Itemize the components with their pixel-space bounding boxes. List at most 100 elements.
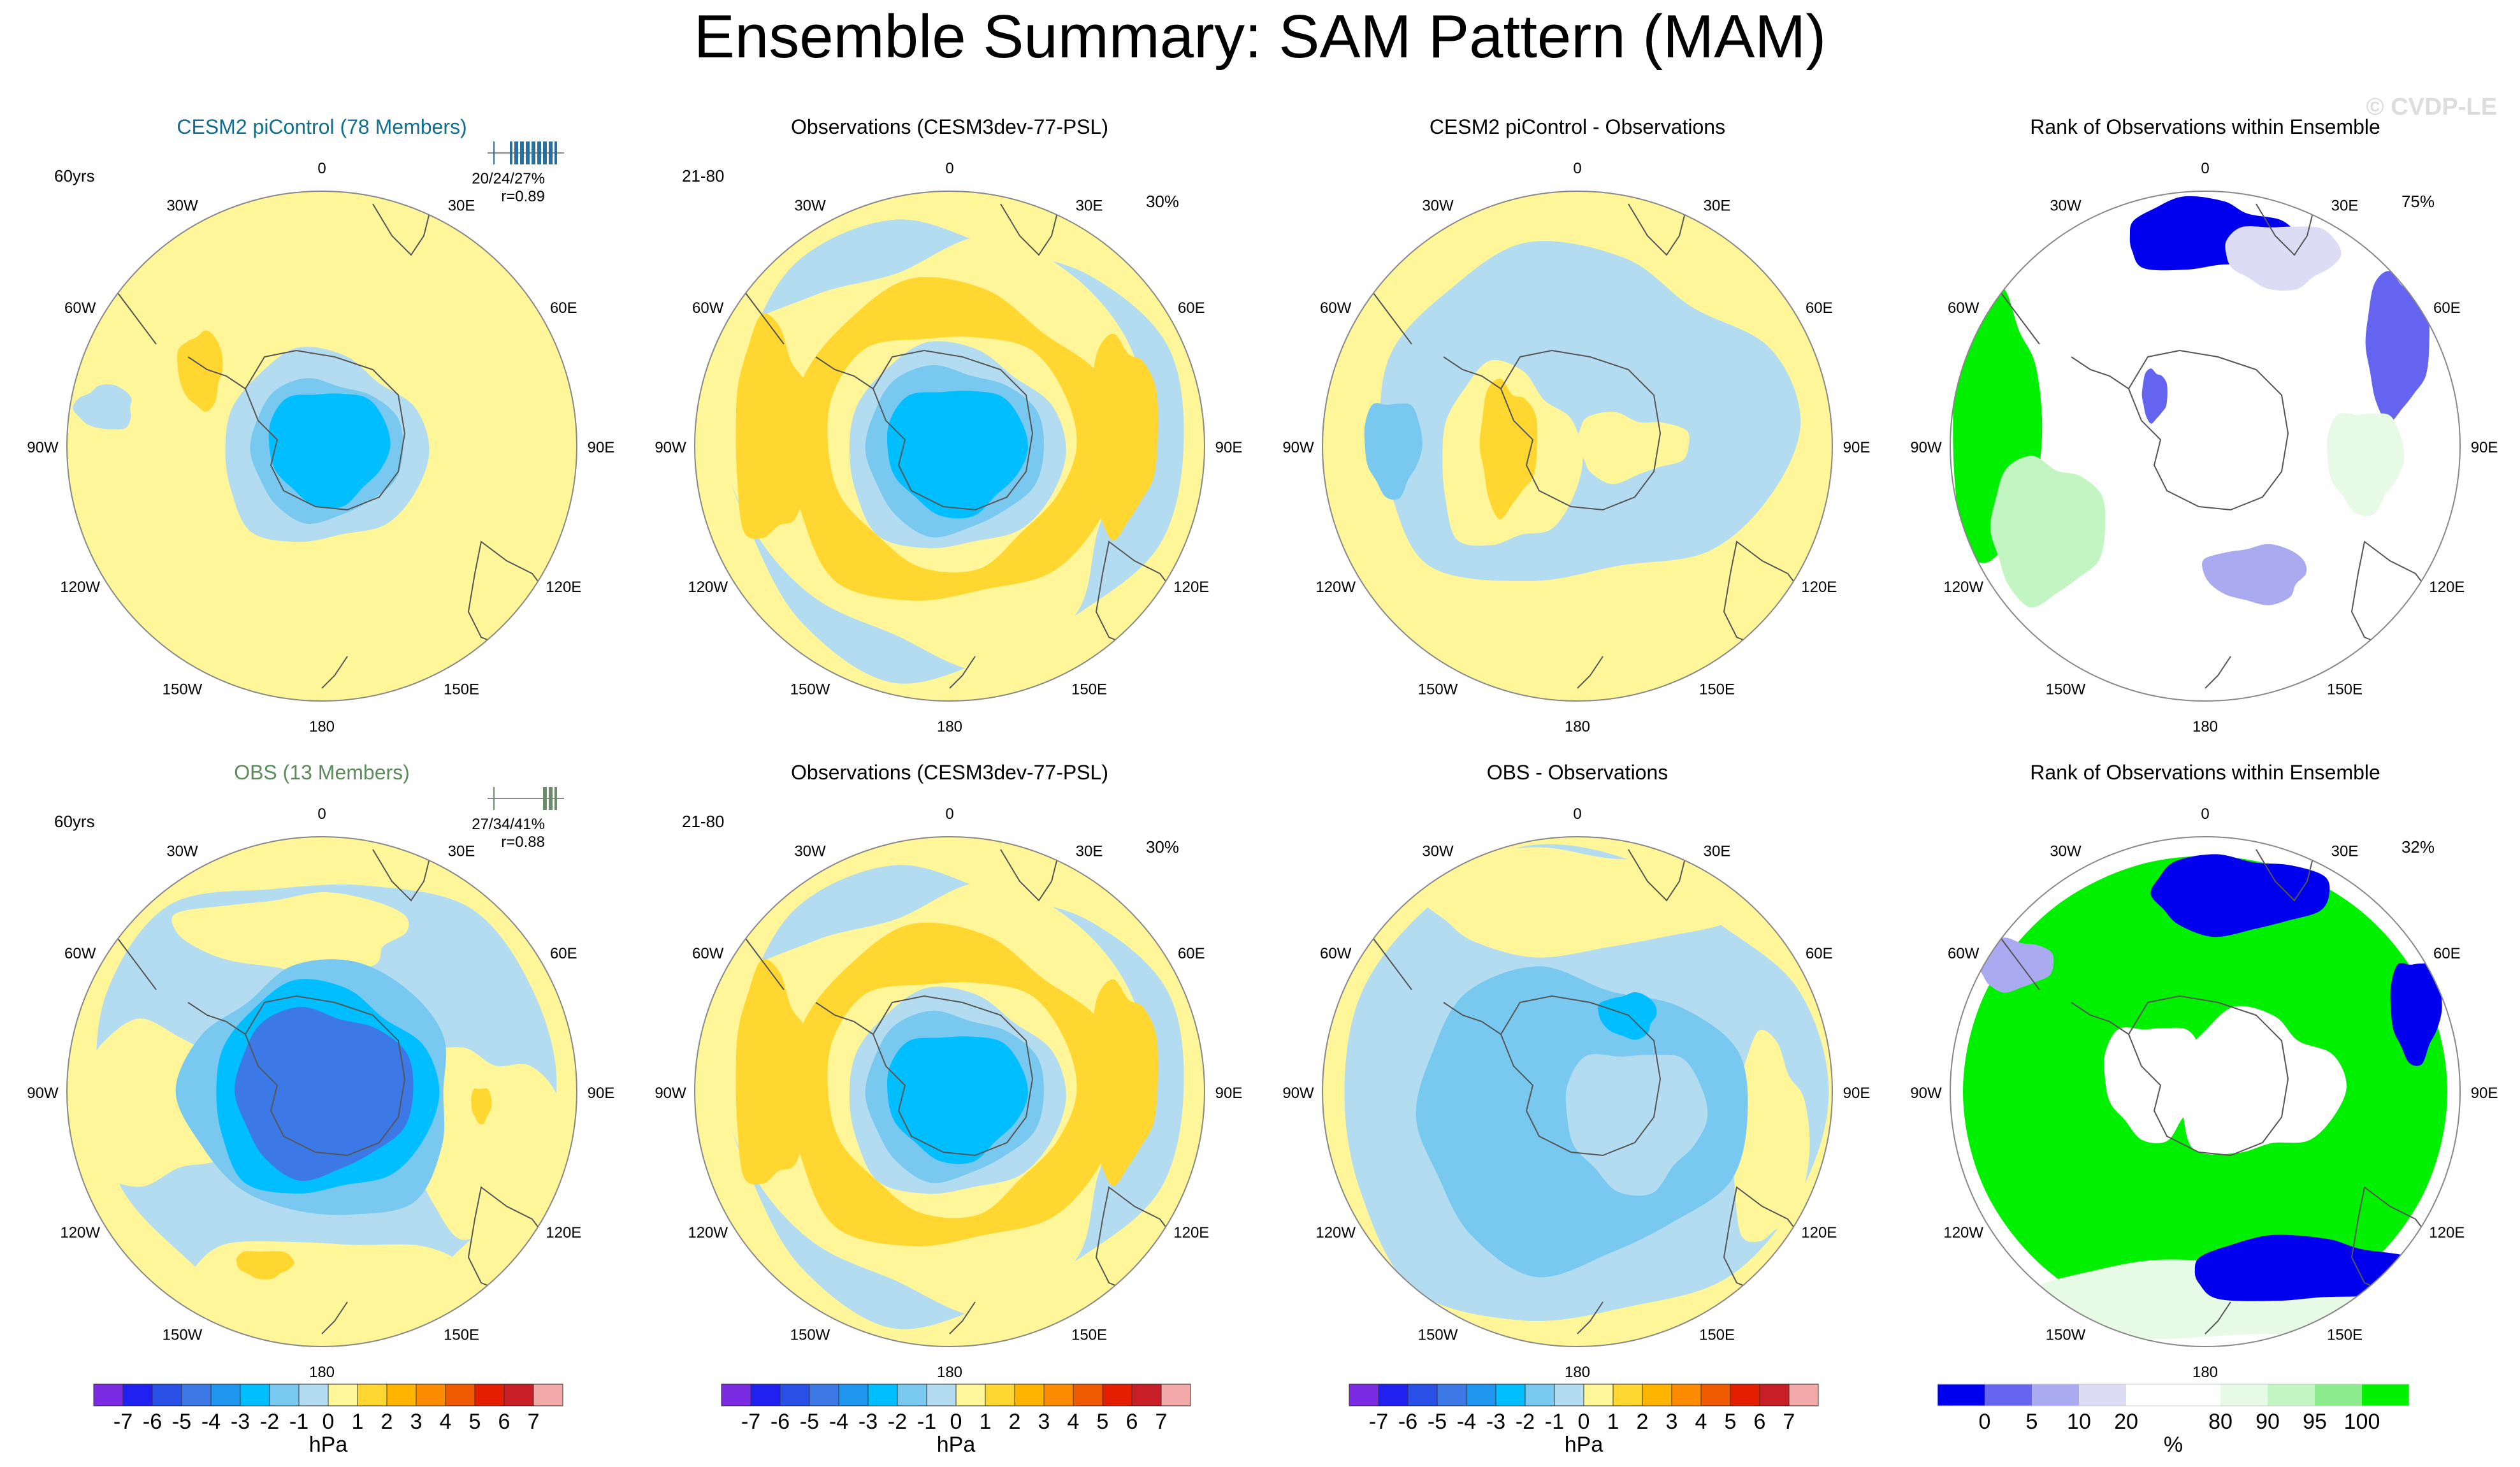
field-contour	[2141, 368, 2168, 424]
colorbar-tick-label: -5	[172, 1410, 191, 1434]
lon-label: 30W	[1422, 198, 1454, 215]
map-panel: 0 30E 60E 90E 120E 150E 180 150W 120W 90W 60W 30W OB…	[27, 761, 614, 1381]
colorbar-swatch	[1349, 1384, 1379, 1406]
colorbar-tick-label: -4	[201, 1410, 221, 1434]
lon-label: 0	[1573, 806, 1581, 823]
colorbar-swatch	[386, 1384, 417, 1406]
map-panel: 0 30E 60E 90E 120E 150E 180 150W 120W 90W 60W 30W CE…	[27, 115, 614, 735]
lon-label: 60E	[1178, 945, 1205, 962]
lon-label: 150W	[790, 1326, 830, 1343]
lon-label: 150E	[2327, 1326, 2363, 1343]
lon-label: 90W	[27, 1085, 59, 1102]
map-border	[1950, 836, 2461, 1347]
lon-label: 150E	[1699, 681, 1735, 698]
figure-title: Ensemble Summary: SAM Pattern (MAM)	[694, 3, 1826, 71]
coastline-newzealand	[2205, 656, 2231, 689]
lon-label: 60W	[692, 300, 724, 317]
map-border	[1950, 191, 2461, 702]
lon-label: 180	[937, 1364, 962, 1381]
lon-label: 180	[1565, 1364, 1590, 1381]
lon-label: 0	[945, 160, 953, 177]
lon-label: 150W	[2046, 681, 2086, 698]
colorbar: -7 -6 -5 -4 -3 -2 -1 0 1 2 3 4 5 6 7 hPa	[721, 1384, 1191, 1457]
field-contour	[1598, 992, 1657, 1040]
coastline-antarctica	[244, 995, 406, 1157]
lon-label: 150E	[2327, 681, 2363, 698]
colorbar-tick-label: 0	[1979, 1410, 1991, 1434]
map-field	[67, 191, 577, 701]
field-contour	[735, 958, 813, 1185]
map-field	[1322, 191, 1832, 701]
map-panel: 0 30E 60E 90E 120E 150E 180 150W 120W 90W 60W 30W Ra…	[1910, 115, 2498, 735]
colorbar: -7 -6 -5 -4 -3 -2 -1 0 1 2 3 4 5 6 7 hPa	[1349, 1384, 1819, 1457]
colorbar-tick-label: -4	[829, 1410, 848, 1434]
panel-right-note: 30%	[1146, 192, 1179, 211]
colorbar-swatch	[1524, 1384, 1555, 1406]
panel-title: OBS (13 Members)	[234, 761, 410, 784]
lon-label: 90E	[588, 439, 615, 456]
colorbar-tick-label: -7	[741, 1410, 760, 1434]
colorbar-tick-label: 3	[410, 1410, 423, 1434]
field-contour	[1087, 979, 1159, 1187]
colorbar-tick-label: -2	[260, 1410, 279, 1434]
colorbar-swatch	[1014, 1384, 1045, 1406]
colorbar-tick-label: 90	[2256, 1410, 2280, 1434]
field-contour	[2365, 271, 2429, 423]
panel-stats-correlation: r=0.89	[501, 188, 545, 205]
lon-label: 0	[2201, 806, 2209, 823]
colorbar-tick-label: 3	[1666, 1410, 1678, 1434]
colorbar-frame	[1937, 1384, 2410, 1406]
lon-label: 120W	[1315, 579, 1356, 596]
lon-label: 150W	[1418, 1326, 1458, 1343]
coastline-peninsula	[187, 356, 246, 389]
field-contour	[2150, 854, 2330, 937]
lon-label: 90W	[655, 1085, 686, 1102]
colorbar-swatch	[474, 1384, 505, 1406]
colorbar-swatch	[1937, 1384, 1985, 1406]
colorbar-swatch	[210, 1384, 241, 1406]
panel-left-note: 21-80	[682, 812, 725, 831]
colorbar-swatch	[1378, 1384, 1408, 1406]
lon-label: 150W	[163, 681, 203, 698]
map-field	[67, 837, 577, 1347]
lon-label: 120E	[1801, 579, 1837, 596]
panel-left-note: 60yrs	[54, 812, 95, 831]
colorbar-swatch	[2032, 1384, 2079, 1406]
lon-label: 0	[1573, 160, 1581, 177]
colorbar-swatch	[240, 1384, 270, 1406]
colorbar-tick-label: -7	[1369, 1410, 1388, 1434]
coastline-newzealand	[949, 1301, 976, 1334]
lon-label: 150E	[1071, 1326, 1107, 1343]
colorbar-swatch	[867, 1384, 898, 1406]
lon-label: 120W	[688, 579, 728, 596]
field-contour	[887, 391, 1028, 519]
map-border	[694, 191, 1205, 702]
field-contour	[1423, 847, 1743, 958]
colorbar-units: hPa	[309, 1433, 348, 1457]
watermark: © CVDP-LE	[2366, 94, 2497, 120]
colorbar-tick-label: 1	[352, 1410, 364, 1434]
colorbar-tick-label: 7	[1155, 1410, 1168, 1434]
lon-label: 150W	[1418, 681, 1458, 698]
colorbar-swatch	[1161, 1384, 1191, 1406]
lon-label: 180	[2192, 718, 2218, 735]
field-contour	[1565, 1054, 1708, 1196]
colorbar-swatch	[181, 1384, 212, 1406]
colorbar-tick-label: 4	[440, 1410, 452, 1434]
coastline-africa	[2256, 849, 2314, 902]
colorbar-swatch	[1102, 1384, 1133, 1406]
panel-left-note: 21-80	[682, 166, 725, 185]
colorbar-swatch	[1730, 1384, 1760, 1406]
colorbar-units: %	[2164, 1433, 2183, 1457]
field-contour	[407, 1047, 561, 1240]
panel-title: CESM2 piControl (78 Members)	[177, 115, 467, 138]
panel-stats-pattern: 20/24/27%	[472, 170, 545, 187]
field-contour	[235, 1007, 414, 1182]
colorbar-tick-label: 5	[1725, 1410, 1737, 1434]
colorbar-tick-label: -2	[888, 1410, 907, 1434]
colorbar-swatch	[1985, 1384, 2032, 1406]
lon-label: 120W	[1315, 1224, 1356, 1241]
field-contour	[2104, 1027, 2208, 1143]
